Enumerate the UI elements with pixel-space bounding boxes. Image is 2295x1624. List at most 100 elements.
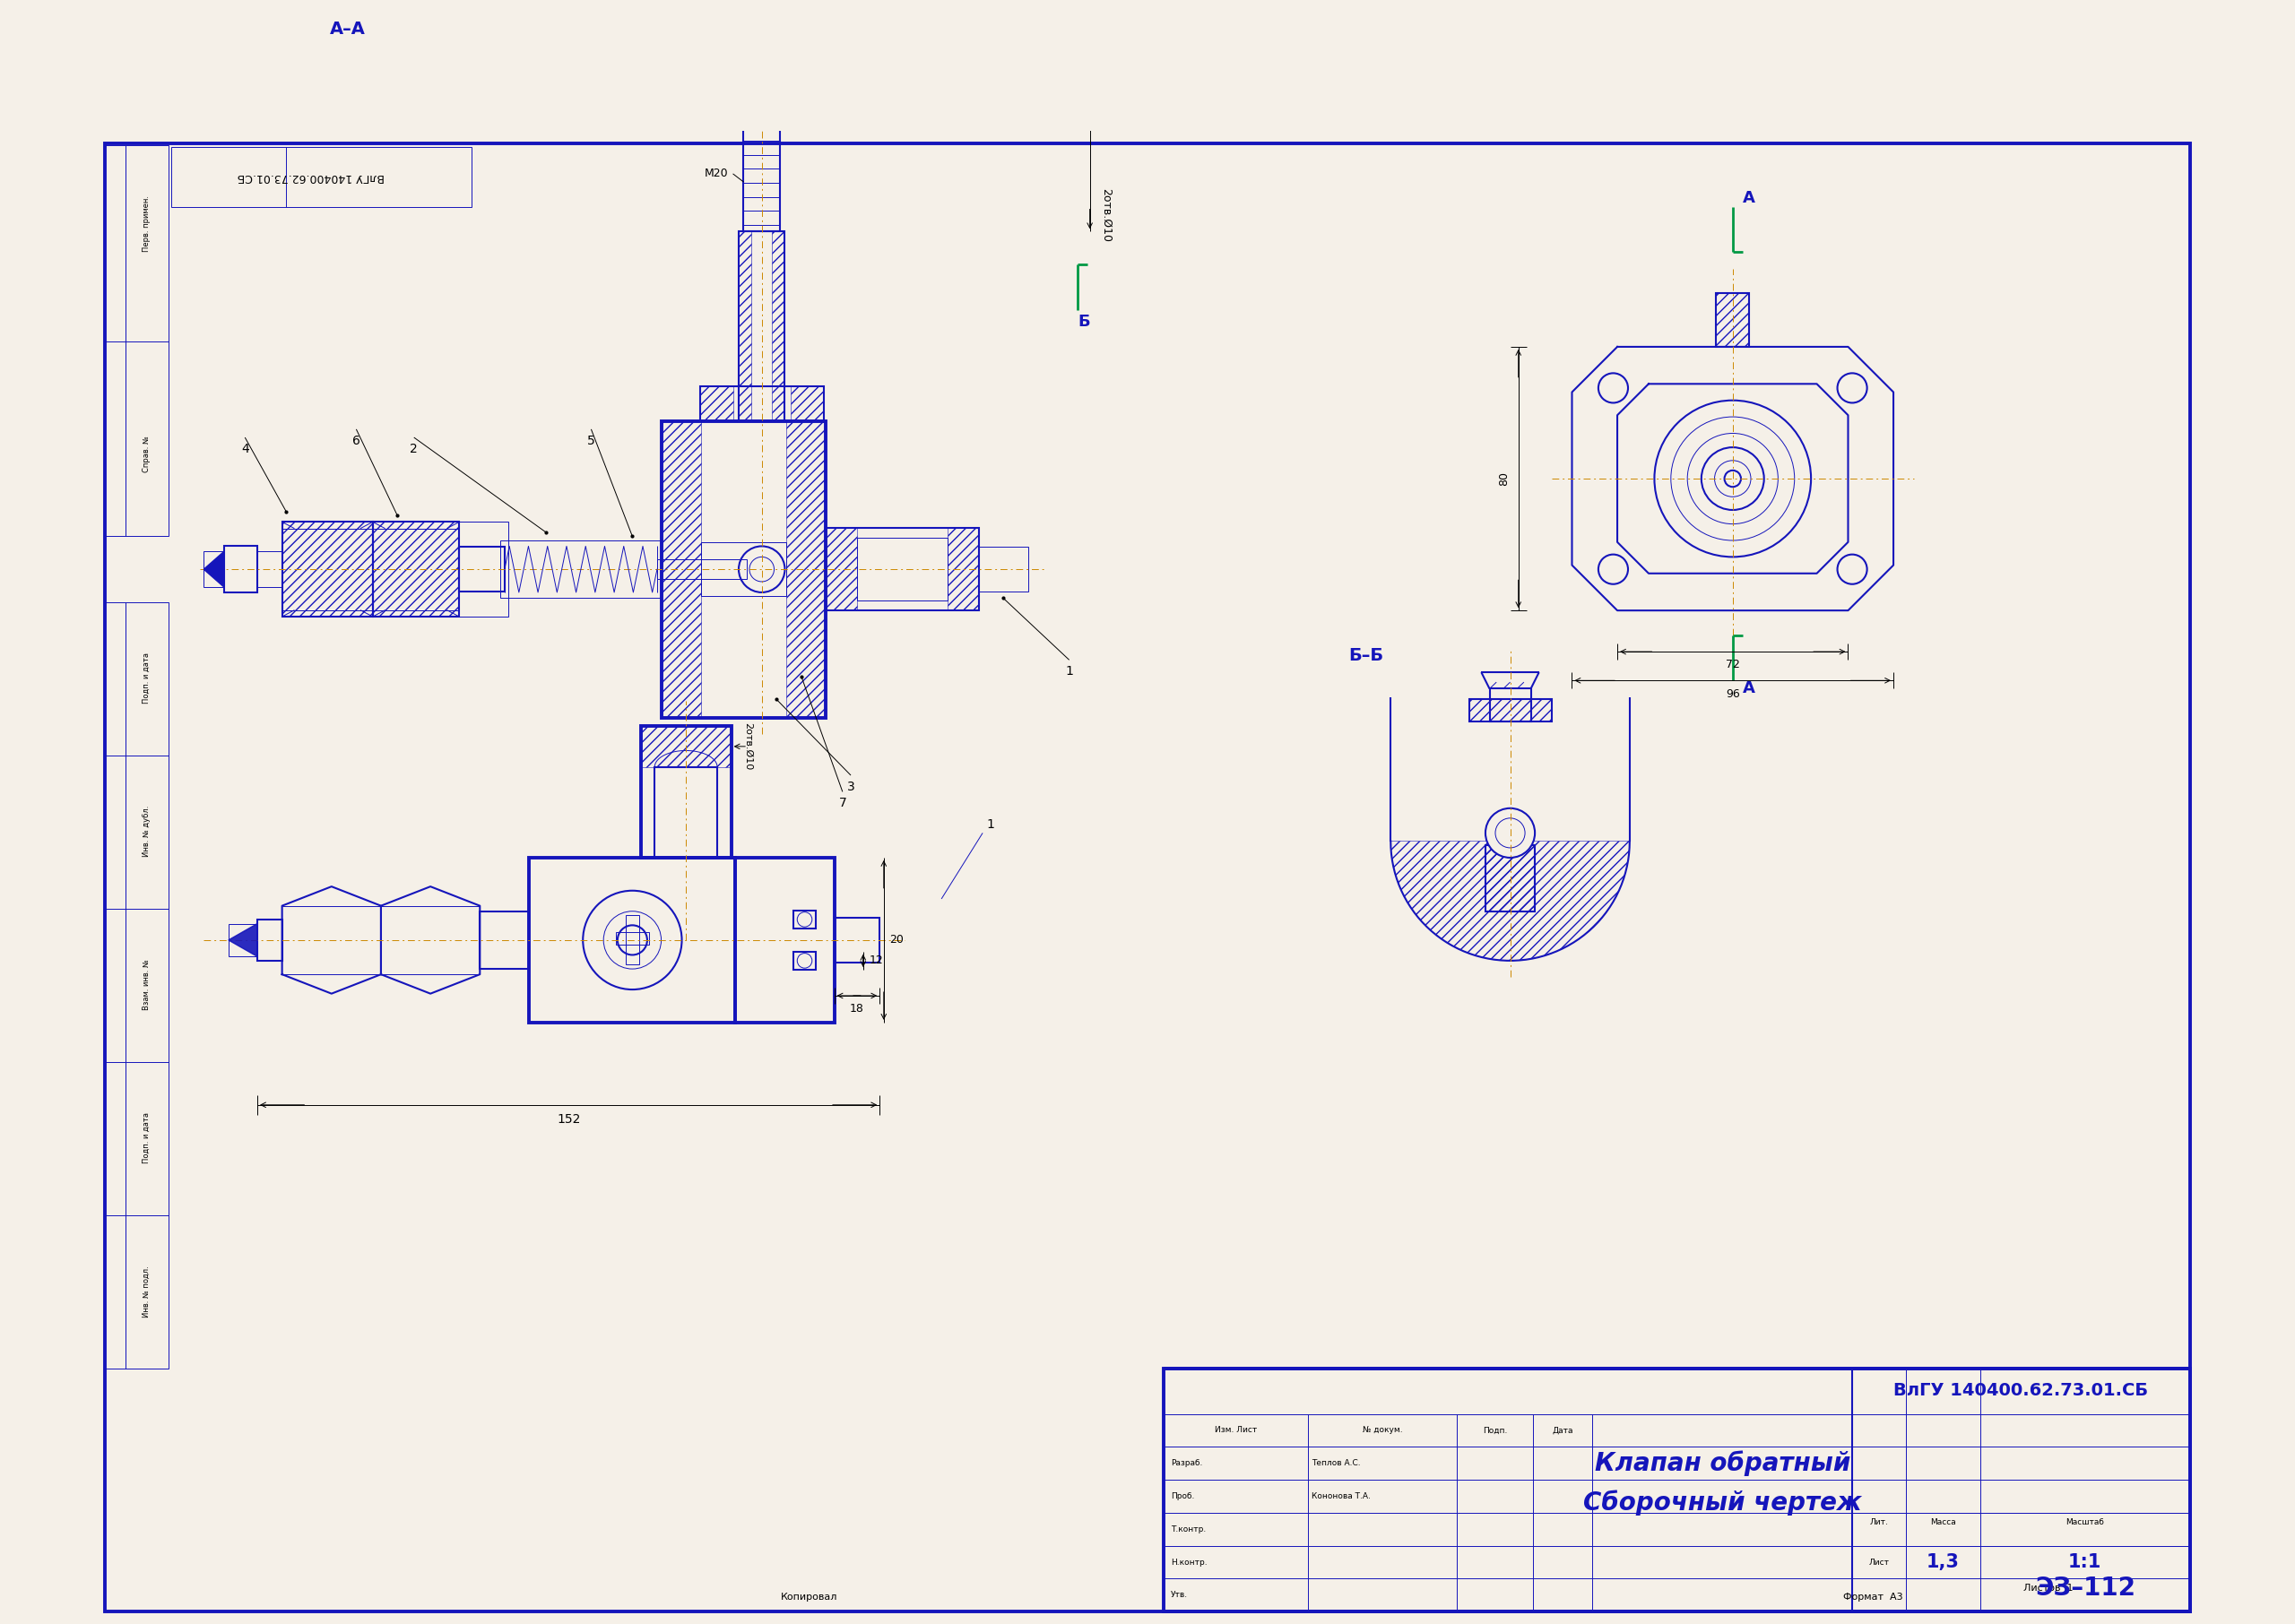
Bar — [656, 559, 746, 580]
Bar — [778, 96, 794, 125]
Bar — [835, 918, 879, 963]
Bar — [730, 96, 746, 125]
Bar — [700, 387, 732, 421]
Bar — [257, 551, 282, 588]
Text: Разраб.: Разраб. — [1170, 1460, 1203, 1468]
Bar — [230, 924, 257, 957]
Text: Справ. №: Справ. № — [142, 435, 151, 473]
Text: 1: 1 — [987, 818, 994, 831]
Bar — [654, 767, 718, 857]
Text: 72: 72 — [1726, 659, 1740, 671]
Bar — [734, 857, 835, 1023]
Text: 4: 4 — [241, 443, 248, 455]
Bar — [257, 919, 282, 961]
Text: Сборочный чертеж: Сборочный чертеж — [1584, 1491, 1861, 1515]
Text: 2отв.Ø10: 2отв.Ø10 — [1102, 188, 1113, 242]
Text: Инв. № подл.: Инв. № подл. — [142, 1267, 151, 1317]
Bar — [1469, 698, 1551, 721]
Text: 3: 3 — [847, 781, 854, 793]
Bar — [627, 916, 638, 965]
Text: Листов  1: Листов 1 — [2024, 1583, 2072, 1593]
Text: ВлГУ 140400.62.73.01.СБ: ВлГУ 140400.62.73.01.СБ — [236, 171, 386, 184]
Text: Б: Б — [1079, 313, 1090, 330]
Bar — [106, 145, 126, 536]
Bar — [640, 726, 732, 857]
Bar — [225, 546, 257, 593]
Text: Инв. № дубл.: Инв. № дубл. — [142, 806, 151, 857]
Text: № докум.: № докум. — [1363, 1426, 1402, 1434]
Text: Лист: Лист — [1868, 1557, 1889, 1566]
Text: 1,3: 1,3 — [1926, 1553, 1960, 1570]
Bar — [282, 521, 372, 617]
Circle shape — [1485, 809, 1535, 857]
Text: 2отв.Ø10: 2отв.Ø10 — [744, 723, 753, 770]
Bar — [978, 547, 1028, 591]
Bar — [739, 232, 750, 421]
Bar — [1485, 846, 1535, 911]
Bar — [787, 421, 826, 718]
Bar — [106, 603, 126, 1369]
Bar — [1485, 846, 1535, 911]
Text: 18: 18 — [849, 1004, 865, 1015]
Bar — [204, 551, 225, 588]
Text: 152: 152 — [558, 1114, 581, 1125]
Text: Копировал: Копировал — [780, 1592, 838, 1601]
Text: 7: 7 — [838, 797, 847, 810]
Text: Кононова Т.А.: Кононова Т.А. — [1310, 1492, 1370, 1501]
Text: 2: 2 — [411, 443, 418, 455]
Bar — [1469, 698, 1551, 721]
Bar — [1717, 294, 1749, 348]
Text: 6: 6 — [351, 435, 360, 447]
Text: 96: 96 — [1726, 689, 1740, 700]
Text: Подп. и дата: Подп. и дата — [142, 653, 151, 703]
Bar — [771, 232, 785, 421]
Bar — [794, 952, 817, 970]
Text: 1:1: 1:1 — [2068, 1553, 2102, 1570]
Bar — [1164, 1369, 2189, 1611]
Bar — [170, 148, 473, 206]
Text: Проб.: Проб. — [1170, 1492, 1193, 1501]
Text: M20: M20 — [705, 167, 728, 180]
Bar — [826, 528, 978, 611]
Text: 12: 12 — [870, 955, 884, 966]
Text: Лит.: Лит. — [1870, 1518, 1889, 1527]
Bar — [739, 232, 785, 421]
Polygon shape — [230, 924, 257, 957]
Bar — [826, 528, 858, 611]
Bar — [700, 542, 787, 596]
Text: Т.контр.: Т.контр. — [1170, 1525, 1205, 1533]
Bar — [661, 421, 700, 718]
Bar — [372, 521, 459, 617]
Text: Подп.: Подп. — [1483, 1426, 1508, 1434]
Bar — [700, 387, 824, 421]
Text: Теплов А.С.: Теплов А.С. — [1310, 1460, 1361, 1468]
Bar — [948, 528, 978, 611]
Text: Утв.: Утв. — [1170, 1592, 1189, 1600]
Bar — [1489, 689, 1531, 721]
Bar — [459, 521, 509, 617]
Text: 20: 20 — [890, 934, 904, 945]
Bar — [858, 538, 948, 601]
Text: Б–Б: Б–Б — [1349, 648, 1384, 664]
Bar — [126, 603, 168, 1369]
Bar — [730, 96, 794, 125]
Text: А–А: А–А — [330, 21, 365, 37]
Bar — [744, 125, 780, 232]
Bar — [530, 857, 734, 1023]
Bar — [1717, 294, 1749, 348]
Text: Н.контр.: Н.контр. — [1170, 1557, 1207, 1566]
Text: ЭЗ–112: ЭЗ–112 — [2036, 1575, 2134, 1601]
Bar — [459, 547, 505, 591]
Bar — [372, 521, 459, 617]
Bar — [282, 521, 372, 617]
Bar — [794, 911, 817, 929]
Text: Взам. инв. №: Взам. инв. № — [142, 960, 151, 1010]
Text: Формат  А3: Формат А3 — [1843, 1592, 1903, 1601]
Bar — [661, 421, 826, 718]
Bar — [789, 387, 824, 421]
Bar — [126, 145, 168, 536]
Text: Изм. Лист: Изм. Лист — [1214, 1426, 1258, 1434]
Bar — [480, 911, 530, 970]
Bar — [615, 932, 649, 944]
Text: 1: 1 — [1065, 666, 1074, 677]
